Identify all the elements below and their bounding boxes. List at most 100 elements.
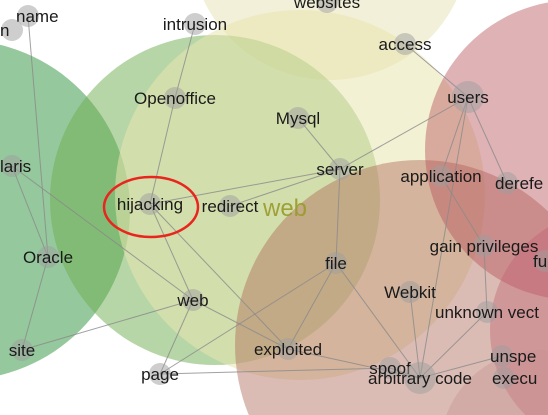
node-intrusion[interactable]: intrusion [163,13,227,35]
node-label: access [379,35,432,54]
node-label: name [16,7,59,26]
node-dot [219,195,241,217]
node-redirect[interactable]: redirect [202,195,259,217]
edge-users-server [339,96,469,170]
node-arbitrary-code[interactable]: arbitrary code [368,362,472,394]
node-label: Oracle [23,248,73,267]
node-dot [11,339,33,361]
edge-openoffice-hijacking [149,97,176,205]
node-label: gain privileges [430,237,539,256]
node-dot [182,289,204,311]
edge-gain_privileges-unknown_vect [483,245,488,313]
node-label: arbitrary code [368,369,472,388]
edge-server-redirect [229,168,341,207]
cluster-users-red [425,2,548,298]
node-name[interactable]: name [16,5,59,27]
cluster-file-red [235,160,548,415]
node-dot [491,345,513,367]
node-dot [379,357,401,379]
node-dot [139,193,161,215]
edge-file-exploited [287,262,337,350]
node-n[interactable]: n [0,19,23,41]
node-label: site [9,341,35,360]
node-label: fu [533,252,547,271]
node-label: Openoffice [134,89,216,108]
edge-hijacking-web_node [149,203,194,301]
edge-intrusion-openoffice [174,23,196,99]
node-label: server [316,160,364,179]
node-dot [394,33,416,55]
node-webkit[interactable]: Webkit [384,281,436,303]
edge-hijacking-exploited [149,203,289,350]
node-label: derefe [495,174,543,193]
node-page[interactable]: page [141,363,179,385]
edge-server-hijacking [149,168,341,205]
node-dot [184,13,206,35]
node-web-node[interactable]: web [176,289,209,311]
edge-file-arbitrary_code [335,262,421,379]
node-oracle[interactable]: Oracle [23,246,73,268]
node-websites[interactable]: websites [293,0,360,13]
node-dot [1,155,23,177]
node-dot [164,87,186,109]
node-application[interactable]: application [400,165,482,187]
edge-layer [11,15,508,379]
node-label: page [141,365,179,384]
node-dot [329,158,351,180]
node-fu[interactable]: fu [533,250,548,272]
node-spoof[interactable]: spoof [369,357,411,379]
node-laris[interactable]: laris [0,155,31,177]
node-exploited[interactable]: exploited [254,338,322,360]
node-dot [534,250,548,272]
node-dot [37,246,59,268]
edge-page-file [159,262,337,375]
edge-web_node-exploited [192,299,289,350]
node-label: web [176,291,208,310]
node-label: Webkit [384,283,436,302]
edge-application-gain_privileges [440,175,485,247]
node-dot [17,5,39,27]
node-execu[interactable]: execu [492,367,537,389]
node-dot [404,362,436,394]
node-label: users [447,88,489,107]
cluster-web [115,10,485,380]
node-derefe[interactable]: derefe [495,172,543,194]
node-dot [473,235,495,257]
node-dot [316,0,338,13]
node-unspe[interactable]: unspe [490,345,536,367]
node-dot [325,252,347,274]
node-site[interactable]: site [9,339,35,361]
cluster-label-web: web [262,195,307,222]
node-unknown-vect[interactable]: unknown vect [435,301,539,323]
node-dot [1,19,23,41]
node-label: redirect [202,197,259,216]
node-dot [149,363,171,385]
node-label: intrusion [163,15,227,34]
node-access[interactable]: access [379,33,432,55]
edge-users-arbitrary_code [419,96,469,379]
node-label: application [400,167,481,186]
edge-web_node-site [21,299,194,351]
edge-laris-oracle [11,165,49,258]
node-users[interactable]: users [447,81,489,113]
node-label: exploited [254,340,322,359]
node-label: hijacking [117,195,183,214]
node-hijacking[interactable]: hijacking [117,193,183,215]
node-server[interactable]: server [316,158,364,180]
node-dot [430,165,452,187]
node-label: Mysql [276,109,320,128]
node-label: laris [0,157,31,176]
node-label: n [0,21,9,40]
edge-name-oracle [27,15,49,258]
edge-oracle-site [21,256,49,351]
node-gain-privileges[interactable]: gain privileges [430,235,539,257]
node-dot [452,81,484,113]
edge-web_node-page [159,299,194,375]
edge-page-spoof [159,367,391,375]
node-file[interactable]: file [325,252,347,274]
node-mysql[interactable]: Mysql [276,107,320,129]
node-label: unspe [490,347,536,366]
node-openoffice[interactable]: Openoffice [134,87,216,109]
